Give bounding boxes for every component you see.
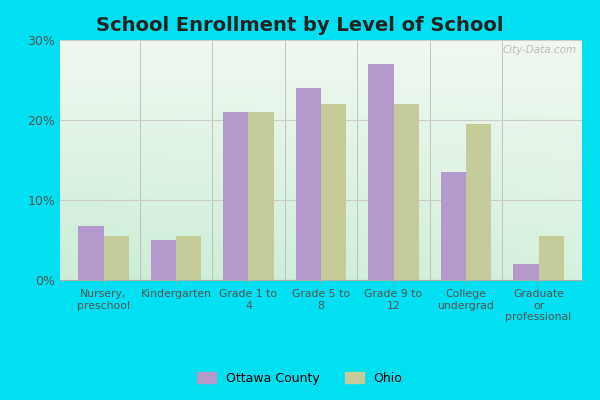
Bar: [248, 112, 274, 280]
Bar: [539, 236, 564, 280]
Bar: [321, 104, 346, 280]
Legend: Ottawa County, Ohio: Ottawa County, Ohio: [193, 367, 407, 390]
Bar: [394, 104, 419, 280]
Bar: [176, 236, 202, 280]
Bar: [78, 226, 104, 280]
Bar: [104, 236, 129, 280]
Bar: [513, 264, 539, 280]
Bar: [368, 64, 394, 280]
Text: City-Data.com: City-Data.com: [503, 45, 577, 55]
Bar: [296, 88, 321, 280]
Text: School Enrollment by Level of School: School Enrollment by Level of School: [96, 16, 504, 35]
Bar: [223, 112, 248, 280]
Bar: [440, 172, 466, 280]
Bar: [151, 240, 176, 280]
Bar: [466, 124, 491, 280]
